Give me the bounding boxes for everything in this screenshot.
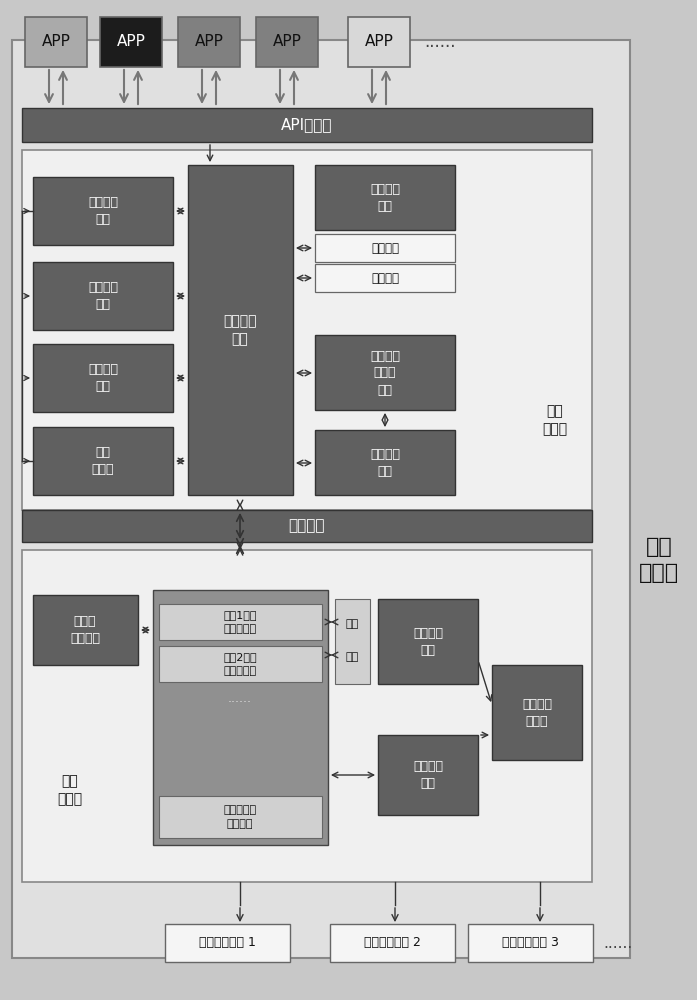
Text: 网络
控制器: 网络 控制器 <box>639 537 679 583</box>
Bar <box>33 262 173 330</box>
Text: ......: ...... <box>228 692 252 704</box>
Text: 通信接口: 通信接口 <box>289 518 325 534</box>
Bar <box>22 510 592 542</box>
Bar <box>492 665 582 760</box>
Text: 资源
数据库: 资源 数据库 <box>92 446 114 476</box>
Text: 资源发现
模块: 资源发现 模块 <box>413 760 443 790</box>
Text: 虚拟转发设备 3: 虚拟转发设备 3 <box>502 936 558 950</box>
Text: 资源
虚拟层: 资源 虚拟层 <box>57 774 82 806</box>
Text: 分片资源
数据库: 分片资源 数据库 <box>522 698 552 728</box>
Text: 业务1分片
视图模拟器: 业务1分片 视图模拟器 <box>223 610 256 634</box>
Text: ......: ...... <box>604 936 633 950</box>
Bar <box>159 604 322 640</box>
Bar <box>335 599 370 684</box>
Text: 设备区分: 设备区分 <box>371 241 399 254</box>
Bar <box>22 108 592 142</box>
Bar <box>33 427 173 495</box>
Bar <box>33 344 173 412</box>
Bar <box>315 335 455 410</box>
Bar <box>378 735 478 815</box>
Text: APP: APP <box>42 34 70 49</box>
Text: 业务区分: 业务区分 <box>371 271 399 284</box>
Text: APP: APP <box>194 34 224 49</box>
Bar <box>378 599 478 684</box>
Bar <box>159 796 322 838</box>
Bar <box>315 234 455 262</box>
Text: 业务: 业务 <box>346 652 359 662</box>
Bar <box>159 646 322 682</box>
Bar <box>315 430 455 495</box>
Text: APP: APP <box>365 34 393 49</box>
Bar <box>330 924 455 962</box>
Bar <box>188 165 293 495</box>
Bar <box>25 17 87 67</box>
Bar <box>33 595 138 665</box>
Text: 设备: 设备 <box>346 619 359 629</box>
Text: API函数库: API函数库 <box>282 117 332 132</box>
Bar <box>12 40 630 958</box>
Bar <box>33 177 173 245</box>
Bar <box>315 264 455 292</box>
Bar <box>315 165 455 230</box>
Text: 核心
控制层: 核心 控制层 <box>542 404 567 436</box>
Text: 分片策略
模块: 分片策略 模块 <box>370 183 400 213</box>
Text: APP: APP <box>273 34 301 49</box>
Text: 多业务
管理模块: 多业务 管理模块 <box>70 615 100 645</box>
Text: APP: APP <box>116 34 146 49</box>
Text: 业务感知
模块: 业务感知 模块 <box>88 196 118 226</box>
Text: 分片策略
模块: 分片策略 模块 <box>413 627 443 657</box>
Bar <box>153 590 328 845</box>
Text: 事件调度
模块: 事件调度 模块 <box>223 314 256 346</box>
Bar <box>256 17 318 67</box>
Text: 路由与资
源分配
模块: 路由与资 源分配 模块 <box>370 350 400 396</box>
Bar <box>178 17 240 67</box>
Text: 业务2分片
视图模拟器: 业务2分片 视图模拟器 <box>223 652 256 676</box>
Text: 虚拟化资源
转发模块: 虚拟化资源 转发模块 <box>224 805 256 829</box>
Text: 性能监测
模块: 性能监测 模块 <box>88 363 118 393</box>
Text: ......: ...... <box>424 33 456 51</box>
Text: 业务监测
模块: 业务监测 模块 <box>88 281 118 311</box>
Text: 虚拟转发设备 2: 虚拟转发设备 2 <box>364 936 420 950</box>
Text: 策略校验
模块: 策略校验 模块 <box>370 448 400 478</box>
Bar <box>22 150 592 510</box>
Text: 虚拟转发设备 1: 虚拟转发设备 1 <box>199 936 255 950</box>
Bar <box>22 550 592 882</box>
Bar <box>468 924 593 962</box>
Bar <box>348 17 410 67</box>
Bar <box>165 924 290 962</box>
Bar <box>100 17 162 67</box>
